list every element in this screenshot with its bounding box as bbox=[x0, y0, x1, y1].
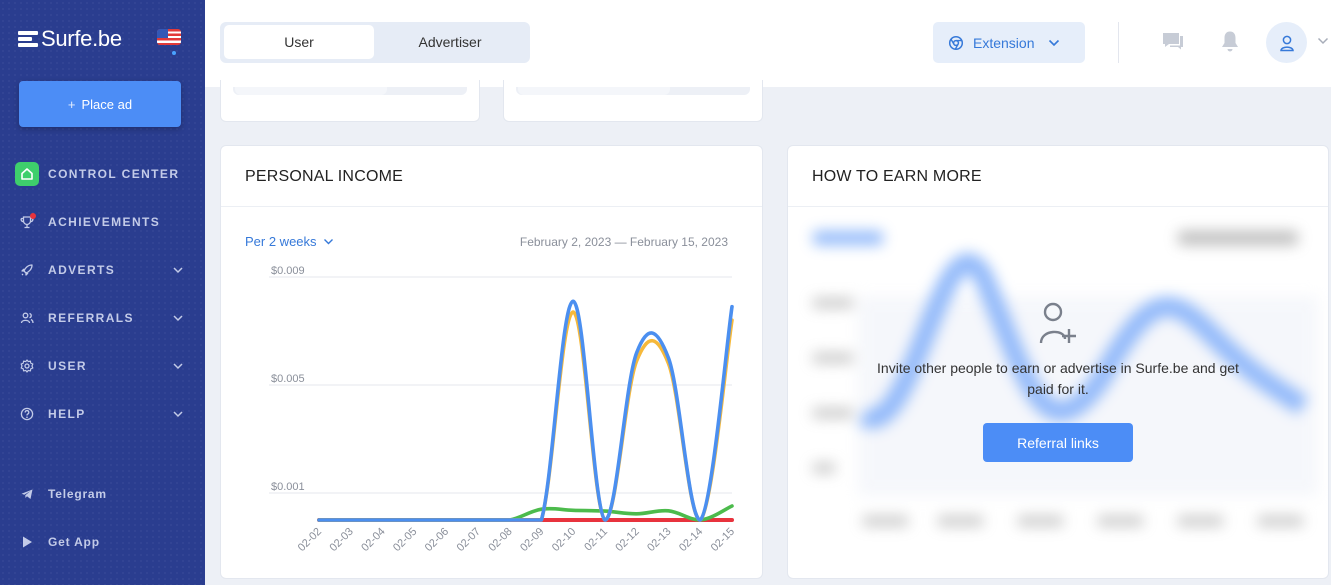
x-tick-label: 02-05 bbox=[391, 526, 419, 554]
users-icon bbox=[15, 306, 39, 330]
summary-card-bar bbox=[235, 87, 387, 95]
sidebar-item-referrals[interactable]: REFERRALS bbox=[15, 306, 190, 330]
us-flag-icon[interactable] bbox=[157, 29, 181, 45]
gear-icon bbox=[15, 354, 39, 378]
y-tick-label: $0.009 bbox=[271, 265, 305, 277]
x-tick-label: 02-04 bbox=[359, 526, 387, 554]
period-label: Per 2 weeks bbox=[245, 234, 317, 249]
sidebar: Surfe.be + Place ad CONTROL CENTER ACHIE… bbox=[0, 0, 205, 585]
rocket-icon bbox=[15, 258, 39, 282]
x-tick-label: 02-09 bbox=[518, 526, 546, 554]
series-line bbox=[317, 299, 734, 522]
summary-card-bar bbox=[518, 87, 670, 95]
sidebar-item-user[interactable]: USER bbox=[15, 354, 190, 378]
earn-more-content: Invite other people to earn or advertise… bbox=[788, 301, 1328, 462]
x-tick-label: 02-10 bbox=[550, 526, 578, 554]
card-title: HOW TO EARN MORE bbox=[812, 168, 982, 185]
telegram-icon bbox=[15, 482, 39, 506]
bell-icon[interactable] bbox=[1220, 30, 1240, 54]
summary-card bbox=[503, 80, 763, 122]
sidebar-item-label: USER bbox=[48, 359, 87, 373]
summary-card bbox=[220, 80, 480, 122]
x-tick-label: 02-03 bbox=[328, 526, 356, 554]
plus-icon: + bbox=[67, 96, 76, 112]
chevron-down-icon[interactable] bbox=[1317, 36, 1329, 46]
x-tick-label: 02-13 bbox=[645, 526, 673, 554]
question-icon bbox=[15, 402, 39, 426]
mode-switch: User Advertiser bbox=[220, 22, 530, 63]
sidebar-item-help[interactable]: HELP bbox=[15, 402, 190, 426]
series-line bbox=[317, 504, 734, 522]
chevron-down-icon bbox=[173, 315, 183, 322]
notification-badge bbox=[30, 213, 36, 219]
sidebar-item-adverts[interactable]: ADVERTS bbox=[15, 258, 190, 282]
sidebar-item-label: REFERRALS bbox=[48, 311, 134, 325]
sidebar-item-label: Telegram bbox=[48, 487, 107, 501]
chevron-down-icon bbox=[173, 363, 183, 370]
sidebar-item-label: ADVERTS bbox=[48, 263, 116, 277]
y-tick-label: $0.001 bbox=[271, 481, 305, 493]
x-tick-label: 02-07 bbox=[455, 526, 483, 554]
add-user-icon bbox=[1038, 301, 1078, 350]
divider bbox=[1118, 22, 1119, 63]
chrome-icon bbox=[948, 35, 964, 51]
period-select[interactable]: Per 2 weeks bbox=[245, 234, 334, 249]
trophy-icon bbox=[15, 210, 39, 234]
extension-button[interactable]: Extension bbox=[933, 22, 1085, 63]
x-tick-label: 02-02 bbox=[296, 526, 324, 554]
sidebar-item-label: HELP bbox=[48, 407, 86, 421]
personal-income-card: PERSONAL INCOME Per 2 weeks February 2, … bbox=[220, 145, 763, 579]
card-title: PERSONAL INCOME bbox=[245, 168, 403, 185]
tab-advertiser[interactable]: Advertiser bbox=[418, 34, 482, 50]
x-tick-label: 02-14 bbox=[677, 526, 705, 554]
x-tick-label: 02-08 bbox=[486, 526, 514, 554]
sidebar-item-label: ACHIEVEMENTS bbox=[48, 215, 161, 229]
sidebar-item-get-app[interactable]: Get App bbox=[15, 530, 190, 554]
blurred-chart-placeholder bbox=[813, 231, 1318, 526]
chevron-down-icon bbox=[173, 411, 183, 418]
referral-links-button[interactable]: Referral links bbox=[983, 423, 1133, 462]
play-icon bbox=[15, 530, 39, 554]
user-icon bbox=[1279, 35, 1294, 51]
avatar[interactable] bbox=[1266, 22, 1307, 63]
flag-indicator-dot bbox=[172, 51, 176, 55]
series-line bbox=[317, 310, 734, 522]
place-ad-label: Place ad bbox=[81, 96, 133, 112]
chevron-down-icon bbox=[173, 267, 183, 274]
chat-icon[interactable] bbox=[1161, 30, 1185, 52]
x-tick-label: 02-15 bbox=[709, 526, 737, 554]
earn-description: Invite other people to earn or advertise… bbox=[877, 360, 1239, 397]
sidebar-item-label: Get App bbox=[48, 535, 100, 549]
sidebar-item-control-center[interactable]: CONTROL CENTER bbox=[15, 162, 190, 186]
chevron-down-icon bbox=[323, 238, 333, 244]
y-tick-label: $0.005 bbox=[271, 373, 305, 385]
divider bbox=[221, 206, 762, 207]
logo-icon bbox=[18, 28, 38, 50]
logo-text: Surfe.be bbox=[41, 26, 122, 51]
date-range: February 2, 2023 — February 15, 2023 bbox=[519, 235, 728, 249]
sidebar-item-label: CONTROL CENTER bbox=[48, 167, 180, 181]
home-icon bbox=[15, 162, 39, 186]
x-tick-label: 02-06 bbox=[423, 526, 451, 554]
divider bbox=[788, 206, 1328, 207]
extension-label: Extension bbox=[973, 34, 1035, 51]
sidebar-item-achievements[interactable]: ACHIEVEMENTS bbox=[15, 210, 190, 234]
earn-more-card: HOW TO EARN MORE Invite other people to … bbox=[787, 145, 1329, 579]
logo[interactable]: Surfe.be bbox=[18, 26, 122, 52]
chevron-down-icon bbox=[1048, 38, 1060, 48]
sidebar-item-telegram[interactable]: Telegram bbox=[15, 482, 190, 506]
x-tick-label: 02-12 bbox=[613, 526, 641, 554]
tab-user[interactable]: User bbox=[224, 25, 374, 59]
x-tick-label: 02-11 bbox=[582, 526, 610, 554]
place-ad-button[interactable]: + Place ad bbox=[19, 81, 181, 127]
top-bar: User Advertiser Extension bbox=[205, 0, 1331, 87]
